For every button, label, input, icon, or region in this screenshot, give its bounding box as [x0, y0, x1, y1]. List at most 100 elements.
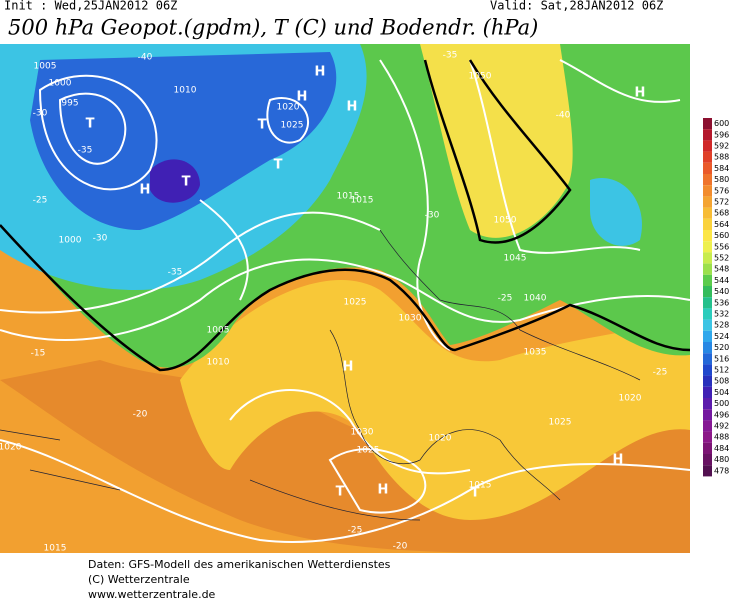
colorbar-label: 592	[714, 142, 729, 151]
colorbar-label: 552	[714, 254, 729, 263]
colorbar-label: 556	[714, 242, 729, 251]
contour-label: -35	[443, 51, 458, 61]
contour-label: 1015	[469, 481, 492, 491]
pressure-center: H	[378, 483, 389, 498]
contour-label: 1015	[351, 196, 374, 206]
pressure-center: H	[613, 453, 624, 468]
colorbar-swatch	[703, 442, 712, 454]
contour-label: 1000	[59, 236, 82, 246]
colorbar-label: 540	[714, 287, 729, 296]
colorbar-swatch	[703, 263, 712, 275]
colorbar-label: 564	[714, 220, 729, 229]
contour-label: 1015	[44, 544, 67, 554]
isobars	[0, 59, 691, 543]
contour-label: 1000	[49, 79, 72, 89]
colorbar-swatch	[703, 274, 712, 286]
colorbar-label: 584	[714, 164, 729, 173]
contour-label: 1015	[337, 192, 360, 202]
colorbar-label: 548	[714, 265, 729, 274]
map-title: 500 hPa Geopot.(gpdm), T (C) und Bodendr…	[8, 16, 538, 40]
colorbar-swatch	[703, 185, 712, 197]
pressure-center: T	[86, 117, 95, 132]
colorbar-label: 528	[714, 321, 729, 330]
pressure-center: T	[274, 158, 283, 173]
east-trough	[590, 178, 642, 246]
colorbar-swatch	[703, 364, 712, 376]
colorbar-swatch	[703, 420, 712, 432]
colorbar-label: 572	[714, 198, 729, 207]
colorbar-swatch	[703, 398, 712, 410]
contour-label: 1005	[207, 326, 230, 336]
colorbar-label: 524	[714, 332, 729, 341]
colorbar-swatch	[703, 241, 712, 253]
colorbar-swatch	[703, 230, 712, 242]
colorbar-label: 480	[714, 455, 729, 464]
pressure-center: T	[182, 175, 191, 190]
colorbar-swatch	[703, 319, 712, 331]
colorbar-swatch	[703, 129, 712, 141]
colorbar-swatch	[703, 308, 712, 320]
contour-label: -25	[498, 294, 513, 304]
colorbar: 600 596 592 588 584 580 576 572 568 564 560 556 552 5…	[703, 118, 729, 477]
colorbar-label: 588	[714, 153, 729, 162]
contour-label: 1050	[469, 72, 492, 82]
colorbar-label: 596	[714, 130, 729, 139]
footer-copyright: (C) Wetterzentrale	[88, 573, 190, 586]
colorbar-label: 512	[714, 366, 729, 375]
colorbar-label: 560	[714, 231, 729, 240]
colorbar-swatch	[703, 409, 712, 421]
contour-label: 1020	[0, 443, 22, 453]
colorbar-label: 568	[714, 209, 729, 218]
colorbar-swatch	[703, 386, 712, 398]
contour-label: -20	[393, 542, 408, 552]
pressure-center: T	[471, 486, 480, 501]
contour-label: -40	[556, 111, 571, 121]
contour-label: 1010	[174, 86, 197, 96]
contour-label: 1020	[619, 394, 642, 404]
colorbar-swatch	[703, 465, 712, 477]
colorbar-label: 496	[714, 410, 729, 419]
map-labels: 1005 1000 995 T H -35 -30 -25 -40 1010 1020 1025 101…	[0, 51, 667, 554]
contour-label: 1025	[281, 121, 304, 131]
colorbar-swatch	[703, 375, 712, 387]
ridge-zone	[420, 44, 573, 238]
colorbar-swatch	[703, 252, 712, 264]
contour-label: 1020	[429, 434, 452, 444]
colorbar-swatch	[703, 353, 712, 365]
colorbar-swatch	[703, 118, 712, 130]
colorbar-swatch	[703, 162, 712, 174]
colorbar-swatch	[703, 297, 712, 309]
thickness-line	[0, 59, 691, 372]
colorbar-label: 532	[714, 310, 729, 319]
colorbar-label: 580	[714, 175, 729, 184]
pressure-center: H	[343, 360, 354, 375]
colorbar-label: 516	[714, 354, 729, 363]
contour-label: 1030	[399, 314, 422, 324]
pressure-center: H	[140, 183, 151, 198]
pressure-center: H	[635, 86, 646, 101]
colorbar-swatch	[703, 140, 712, 152]
contour-label: -15	[31, 349, 46, 359]
contour-label: -20	[133, 410, 148, 420]
contour-label: 1035	[524, 348, 547, 358]
colorbar-swatch	[703, 286, 712, 298]
colorbar-label: 600	[714, 119, 729, 128]
contour-label: -25	[348, 526, 363, 536]
pressure-center: H	[347, 100, 358, 115]
contour-label: 1005	[34, 62, 57, 72]
colorbar-label: 484	[714, 444, 729, 453]
pressure-center: T	[258, 118, 267, 133]
contour-label: -30	[93, 234, 108, 244]
contour-label: 1030	[351, 428, 374, 438]
colorbar-swatch	[703, 196, 712, 208]
contour-label: -30	[425, 211, 440, 221]
colorbar-label: 488	[714, 433, 729, 442]
contour-label: -25	[653, 368, 668, 378]
map	[0, 44, 691, 553]
colorbar-swatch	[703, 174, 712, 186]
pressure-center: H	[315, 65, 326, 80]
pressure-center: T	[336, 485, 345, 500]
colorbar-swatch	[703, 431, 712, 443]
contour-label: -35	[78, 146, 93, 156]
